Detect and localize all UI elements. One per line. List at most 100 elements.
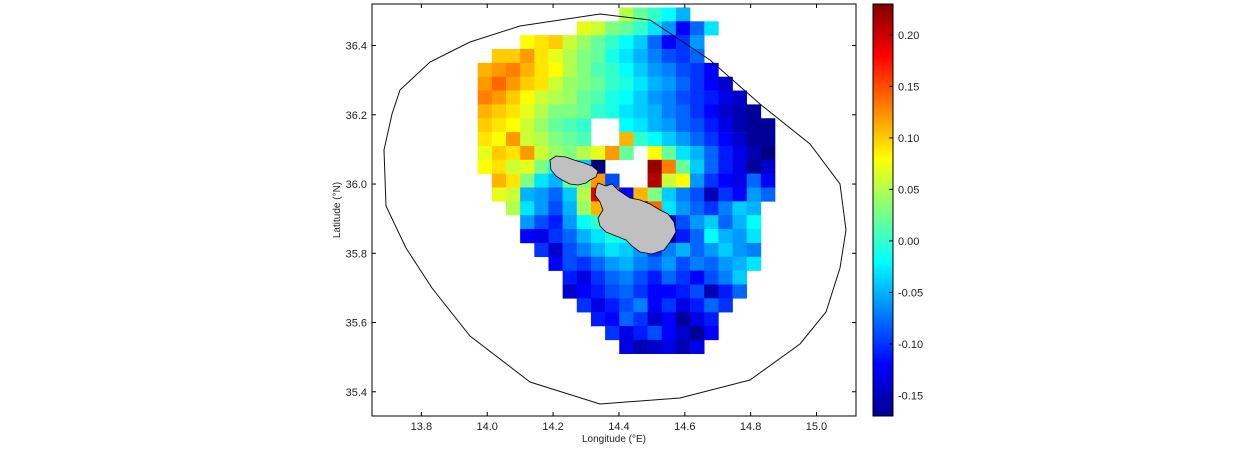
heatmap-cell: [690, 173, 705, 188]
heatmap-cell: [548, 118, 563, 133]
heatmap-cell: [647, 145, 663, 161]
heatmap-cell: [718, 76, 733, 91]
y-tick-label: 35.8: [346, 248, 367, 260]
heatmap-cell: [760, 159, 776, 174]
heatmap-cell: [661, 284, 677, 299]
heatmap-cell: [704, 229, 719, 244]
heatmap-cell: [491, 118, 507, 133]
heatmap-cell: [661, 187, 677, 202]
heatmap-cell: [647, 104, 663, 119]
x-axis-ticks: 13.8 14.0 14.2 14.4 14.6 14.8 15.0: [411, 4, 827, 433]
heatmap-cell: [590, 76, 606, 91]
heatmap-cell: [704, 312, 719, 327]
heatmap-cell: [619, 49, 634, 64]
heatmap-cell: [562, 132, 578, 147]
heatmap-cell: [534, 35, 549, 50]
colorbar-tick-label: 0.00: [898, 236, 919, 248]
heatmap-cell: [506, 187, 521, 202]
heatmap-cell: [675, 145, 691, 161]
heatmap-cell: [590, 104, 606, 119]
heatmap-cell: [534, 159, 549, 174]
heatmap-cell: [491, 90, 507, 105]
heatmap-cell: [506, 132, 521, 147]
heatmap-cell: [520, 132, 535, 147]
heatmap-cell: [690, 49, 705, 64]
heatmap-cell: [661, 104, 677, 119]
heatmap-cell: [647, 132, 663, 147]
heatmap-cell: [562, 270, 578, 285]
heatmap-cell: [718, 187, 733, 202]
heatmap-cell: [760, 145, 776, 161]
heatmap-cell: [647, 187, 663, 202]
heatmap-cells: [477, 7, 776, 354]
heatmap-cell: [704, 104, 719, 119]
plot-frame: [371, 3, 857, 417]
heatmap-cell: [647, 35, 663, 50]
heatmap-cell: [491, 49, 507, 64]
heatmap-cell: [704, 21, 719, 36]
heatmap-cell: [732, 284, 747, 299]
heatmap-cell: [746, 187, 762, 202]
heatmap-cell: [548, 104, 563, 119]
heatmap-cell: [491, 145, 507, 161]
heatmap-cell: [491, 104, 507, 119]
colorbar-ticks: 0.20 0.15 0.10 0.05 0.00 -0.05 -0.10 -0.15: [889, 30, 923, 402]
heatmap-cell: [732, 215, 747, 230]
heatmap-cell: [562, 35, 578, 50]
heatmap-cell: [520, 215, 535, 230]
heatmap-cell: [520, 90, 535, 105]
heatmap-cell: [520, 159, 535, 174]
heatmap-cell: [534, 118, 549, 133]
heatmap-cell: [633, 62, 648, 78]
malta-island-shape: [549, 155, 677, 255]
heatmap-cell: [619, 325, 634, 341]
heatmap-cell: [690, 201, 705, 216]
heatmap-cell: [675, 256, 691, 271]
heatmap-cell: [590, 229, 606, 244]
heatmap-cell: [590, 312, 606, 327]
heatmap-cell: [690, 312, 705, 327]
heatmap-cell: [590, 90, 606, 105]
heatmap-cell: [718, 90, 733, 105]
heatmap-cell: [647, 76, 663, 91]
heatmap-cell: [675, 7, 691, 22]
heatmap-cell: [690, 256, 705, 271]
heatmap-cell: [675, 62, 691, 78]
heatmap-cell: [732, 145, 747, 161]
heatmap-cell: [477, 145, 493, 161]
heatmap-cell: [690, 132, 705, 147]
heatmap-cell: [647, 256, 663, 271]
heatmap-cell: [647, 21, 663, 36]
y-tick-label: 36.0: [346, 179, 367, 191]
heatmap-cell: [590, 49, 606, 64]
y-axis-ticks: 35.4 35.6 35.8 36.0 36.2 36.4: [346, 41, 856, 399]
heatmap-cell: [548, 187, 563, 202]
heatmap-cell: [506, 159, 521, 174]
heatmap-cell: [647, 173, 663, 188]
heatmap-cell: [732, 187, 747, 202]
heatmap-cell: [690, 187, 705, 202]
heatmap-cell: [477, 62, 493, 78]
heatmap-cell: [562, 90, 578, 105]
heatmap-cell: [590, 145, 606, 161]
domain-boundary-outline: [383, 13, 847, 405]
heatmap-cell: [675, 132, 691, 147]
heatmap-cell: [590, 35, 606, 50]
heatmap-cell: [562, 76, 578, 91]
heatmap-cell: [732, 229, 747, 244]
heatmap-cell: [690, 90, 705, 105]
malta-landmass: [549, 155, 677, 255]
heatmap-cell: [491, 159, 507, 174]
heatmap-cell: [718, 270, 733, 285]
heatmap-cell: [477, 132, 493, 147]
heatmap-cell: [605, 35, 620, 50]
heatmap-cell: [619, 298, 634, 313]
heatmap-cell: [661, 159, 677, 174]
heatmap-cell: [576, 256, 592, 271]
heatmap-cell: [576, 104, 592, 119]
heatmap-cell: [704, 270, 719, 285]
heatmap-cell: [619, 21, 634, 36]
heatmap-cell: [704, 173, 719, 188]
heatmap-cell: [732, 104, 747, 119]
